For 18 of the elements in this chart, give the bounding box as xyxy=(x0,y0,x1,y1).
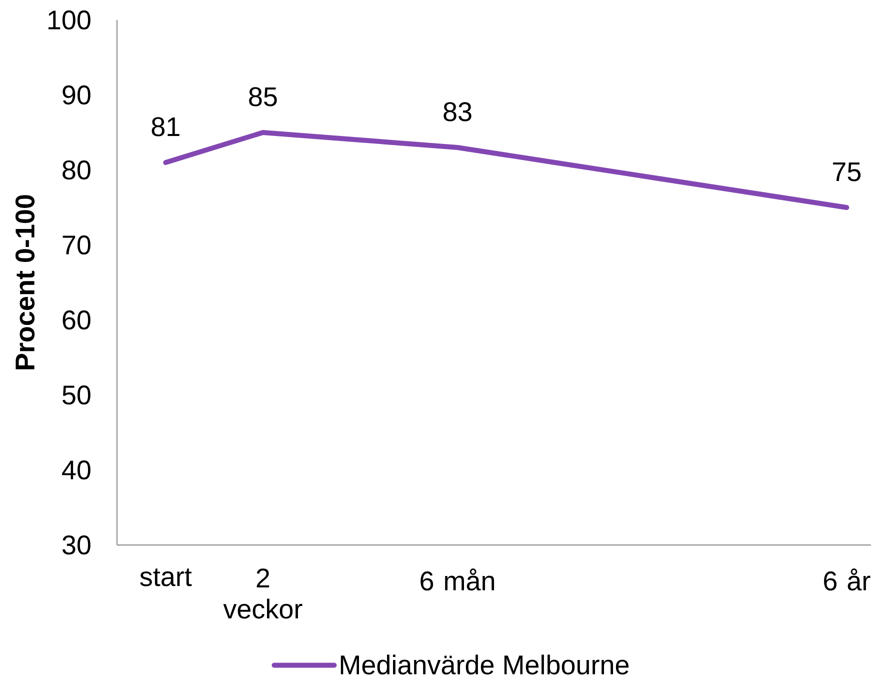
data-label: 85 xyxy=(249,87,277,106)
data-label: 75 xyxy=(833,162,861,182)
y-tick-label: 60 xyxy=(62,310,90,330)
legend-label: Medianvärde Melbourne xyxy=(340,654,629,675)
y-tick-label: 100 xyxy=(48,10,90,30)
y-tick-label: 50 xyxy=(62,385,90,405)
y-axis-title: Procent 0-100 xyxy=(15,195,35,370)
data-label: 83 xyxy=(444,102,472,122)
y-tick-label: 80 xyxy=(62,160,90,180)
y-tick-label: 90 xyxy=(62,85,90,105)
x-tick-label: start xyxy=(140,568,192,586)
x-tick-label: 6 år xyxy=(824,568,870,591)
y-tick-label: 30 xyxy=(62,535,90,555)
y-tick-label: 70 xyxy=(62,235,90,255)
y-tick-label: 40 xyxy=(62,460,90,480)
x-tick-label: 6 mån xyxy=(420,568,494,591)
x-tick-label: 2 veckor xyxy=(223,568,302,619)
data-label: 81 xyxy=(152,117,180,136)
